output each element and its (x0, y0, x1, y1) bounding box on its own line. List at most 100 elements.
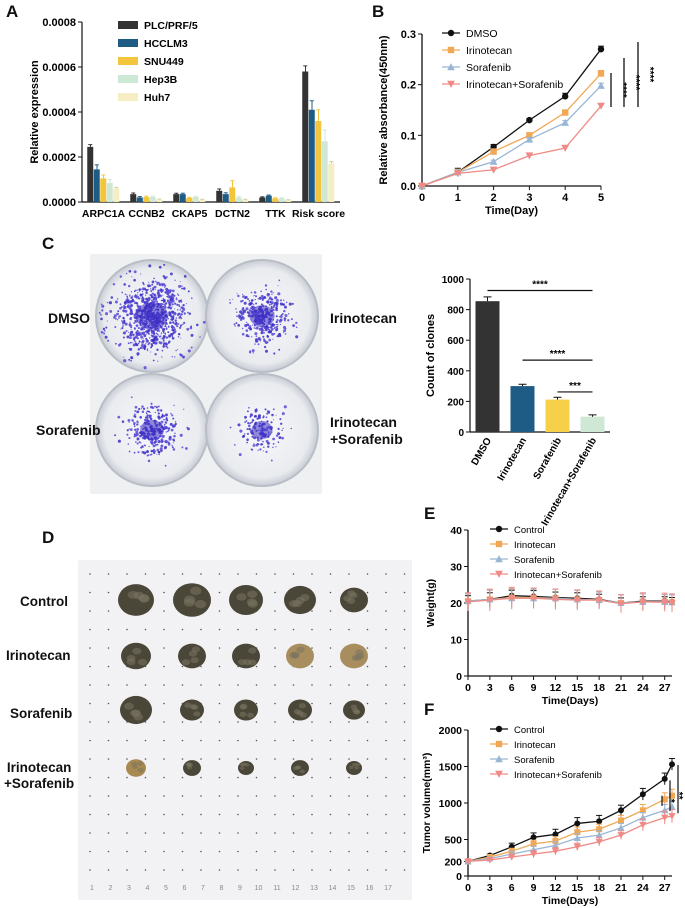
colony (177, 323, 180, 325)
colony (143, 444, 146, 446)
grid-dot (126, 795, 128, 797)
colony (121, 321, 125, 325)
ruler-number: 14 (329, 885, 337, 892)
colony (126, 297, 129, 300)
colony (251, 349, 255, 353)
colony (151, 280, 155, 284)
colony (246, 441, 248, 444)
colony (174, 356, 176, 358)
colony (137, 327, 140, 330)
colony (281, 303, 284, 306)
ruler-number: 16 (366, 885, 374, 892)
grid-dot (144, 758, 147, 760)
colony (165, 416, 168, 419)
colony (172, 328, 175, 331)
colony (153, 448, 155, 451)
colony (143, 283, 145, 286)
colony (159, 289, 162, 292)
colony (237, 294, 240, 298)
colony (157, 296, 160, 299)
grid-dot (329, 832, 332, 834)
tumor-highlight (191, 704, 199, 710)
colony (169, 306, 172, 310)
colony (260, 294, 264, 298)
colony (143, 345, 146, 349)
colony (154, 450, 157, 452)
colony (147, 296, 151, 300)
colony (275, 326, 278, 329)
colony (104, 335, 108, 339)
grid-dot (311, 850, 313, 853)
colony (165, 327, 168, 330)
grid-dot (107, 776, 110, 779)
tumor-highlight (126, 655, 136, 662)
grid-dot (329, 813, 332, 816)
grid-dot (385, 610, 387, 612)
colony (241, 308, 245, 311)
colony (164, 291, 167, 294)
colony (281, 412, 285, 416)
colony (253, 415, 257, 418)
grid-dot (89, 739, 91, 742)
legend-label: Irinotecan+Sorafenib (514, 770, 602, 781)
legend-swatch (118, 21, 138, 29)
colony (168, 311, 172, 315)
legend-marker (495, 770, 503, 778)
chart-b-absorbance: 0.0 0.1 0.2 0.3 0 1 2 3 4 5 Time(Day) Relative abso… (378, 28, 655, 217)
x-tick-label: 9 (531, 882, 537, 894)
grid-dot (144, 795, 147, 797)
colony (127, 418, 131, 422)
legend-marker (495, 755, 503, 763)
colony (187, 311, 189, 314)
bar-hcclm3-5 (308, 109, 315, 202)
grid-dot (292, 573, 295, 575)
colony (123, 303, 126, 305)
colony (276, 335, 279, 338)
colony (263, 345, 267, 349)
colony (271, 293, 273, 296)
colony (270, 303, 272, 306)
colony (134, 410, 137, 412)
colony (190, 346, 193, 349)
colony (118, 317, 120, 319)
colony (281, 429, 283, 432)
colony (167, 318, 170, 320)
grid-dot (255, 869, 258, 871)
y-axis-label: Weight(g) (425, 579, 437, 627)
colony (154, 440, 157, 444)
colony (284, 313, 288, 318)
grid-dot (200, 813, 202, 816)
colony (100, 331, 104, 334)
colony (166, 295, 168, 298)
colony (276, 319, 279, 322)
grid-dot (348, 869, 350, 871)
colony (246, 438, 249, 441)
bar-irinotecan (510, 386, 535, 432)
colony (260, 331, 264, 335)
colony (166, 299, 170, 303)
colony (141, 338, 143, 340)
colony (263, 338, 266, 341)
colony (256, 417, 259, 420)
grid-dot (181, 665, 184, 668)
grid-dot (107, 850, 110, 853)
colony (158, 341, 160, 343)
colony (283, 319, 286, 322)
grid-dot (403, 832, 406, 834)
grid-dot (366, 610, 369, 612)
colony (160, 332, 163, 334)
grid-dot (292, 758, 295, 760)
colony (158, 330, 161, 332)
colony (131, 342, 133, 344)
grid-dot (163, 684, 165, 686)
grid-dot (200, 739, 202, 742)
legend-label: Control (514, 525, 545, 536)
colony (164, 427, 167, 430)
colony (182, 287, 186, 290)
colony (144, 416, 148, 419)
grid-dot (218, 702, 221, 705)
grid-dot (403, 628, 406, 631)
colony (247, 422, 250, 425)
series-line-irinotecan-sorafenib (421, 105, 602, 187)
colony (242, 293, 244, 295)
